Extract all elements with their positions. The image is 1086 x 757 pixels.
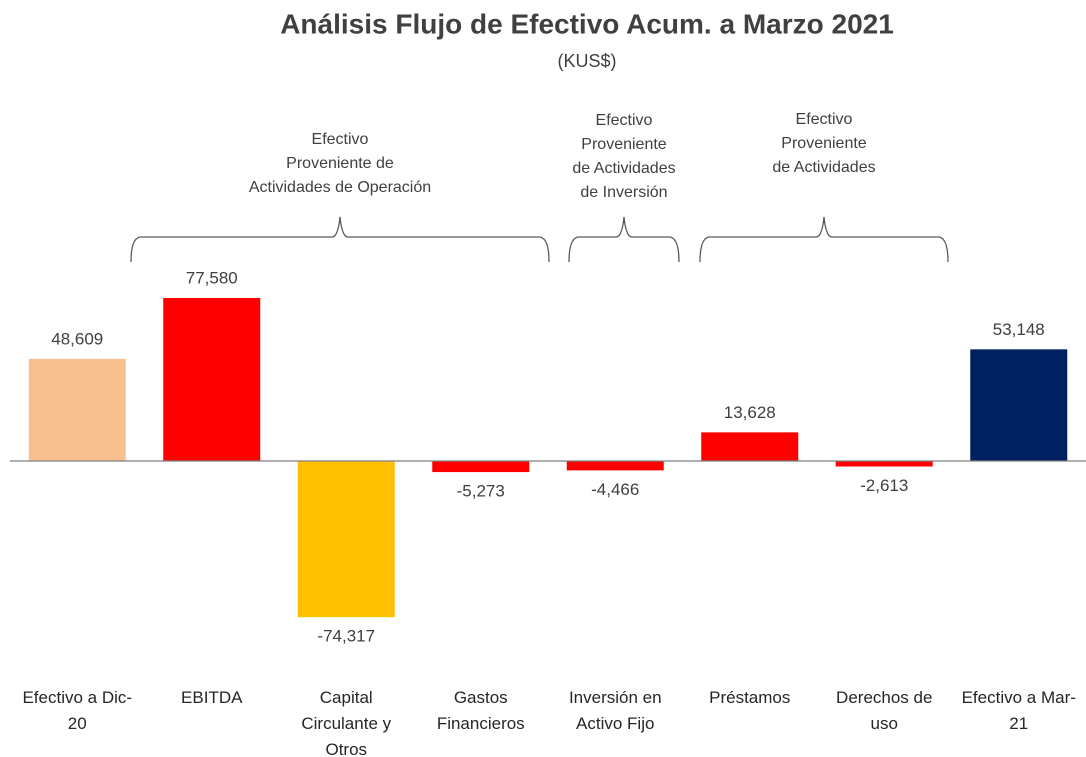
bar	[566, 461, 664, 471]
data-label: -2,613	[860, 476, 908, 495]
bar	[701, 432, 799, 461]
x-tick-label: Capital Circulante y Otros	[301, 688, 392, 757]
annotation: Proveniente de	[286, 155, 394, 172]
bar	[835, 461, 933, 467]
data-label: 48,609	[51, 329, 103, 348]
bracket	[130, 216, 550, 263]
annotation: Actividades de Operación	[249, 179, 431, 196]
x-tick-label: Préstamos	[709, 688, 791, 707]
bar	[28, 358, 126, 461]
data-label: 53,148	[993, 320, 1045, 339]
x-tick-label: EBITDA	[181, 688, 243, 707]
bracket	[568, 216, 680, 263]
data-label: -4,466	[591, 480, 639, 499]
annotation: Efectivo	[312, 131, 369, 148]
bar	[297, 461, 395, 618]
annotation: de Actividades	[572, 160, 675, 177]
chart-title: Análisis Flujo de Efectivo Acum. a Marzo…	[280, 8, 894, 39]
annotation: Proveniente	[581, 136, 666, 153]
x-tick-label: Efectivo a Dic-20	[22, 688, 133, 733]
data-label: -5,273	[457, 482, 505, 501]
bar	[432, 461, 530, 473]
annotation: Efectivo	[796, 111, 853, 128]
x-tick-label: Derechos de uso	[836, 688, 933, 733]
x-tick-label: Efectivo a Mar-21	[961, 688, 1076, 733]
chart-subtitle: (KUS$)	[557, 51, 616, 71]
annotation: Efectivo	[596, 112, 653, 129]
data-label: -74,317	[317, 627, 375, 646]
annotation: de Inversión	[580, 184, 667, 201]
data-label: 77,580	[186, 268, 238, 287]
x-tick-label: Inversión en Activo Fijo	[568, 688, 662, 733]
x-tick-label: Gastos Financieros	[436, 688, 525, 733]
annotation: de Actividades	[772, 159, 875, 176]
bar	[970, 349, 1068, 461]
bar	[163, 298, 261, 461]
annotation: Proveniente	[781, 135, 866, 152]
data-label: 13,628	[724, 403, 776, 422]
bracket	[699, 216, 949, 263]
